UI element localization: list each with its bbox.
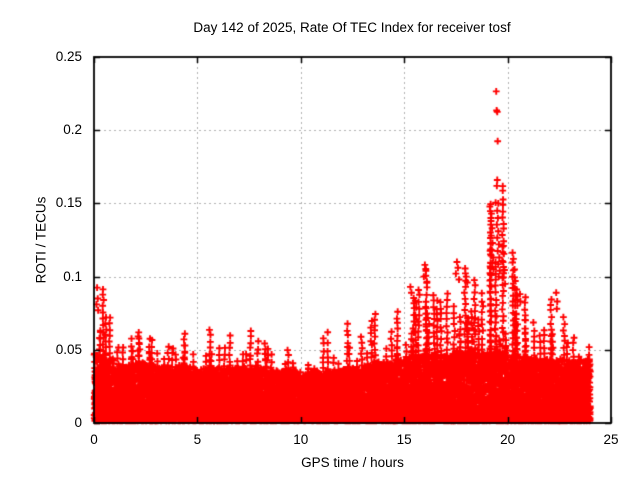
x-tick-label: 20: [500, 432, 516, 447]
y-tick-label: 0.1: [63, 268, 82, 284]
chart-title: Day 142 of 2025, Rate Of TEC Index for r…: [193, 20, 511, 35]
x-tick-label: 15: [396, 432, 412, 447]
y-tick-label: 0: [74, 415, 82, 430]
x-tick-label: 10: [293, 432, 309, 447]
x-tick-label: 0: [90, 432, 98, 447]
y-tick-label: 0.25: [55, 49, 82, 64]
y-tick-label: 0.05: [55, 341, 82, 357]
y-tick-label: 0.2: [63, 122, 82, 138]
x-tick-label: 25: [603, 432, 619, 447]
y-tick-label: 0.15: [55, 195, 82, 211]
x-axis-label: GPS time / hours: [301, 455, 404, 470]
x-tick-label: 5: [193, 432, 202, 447]
